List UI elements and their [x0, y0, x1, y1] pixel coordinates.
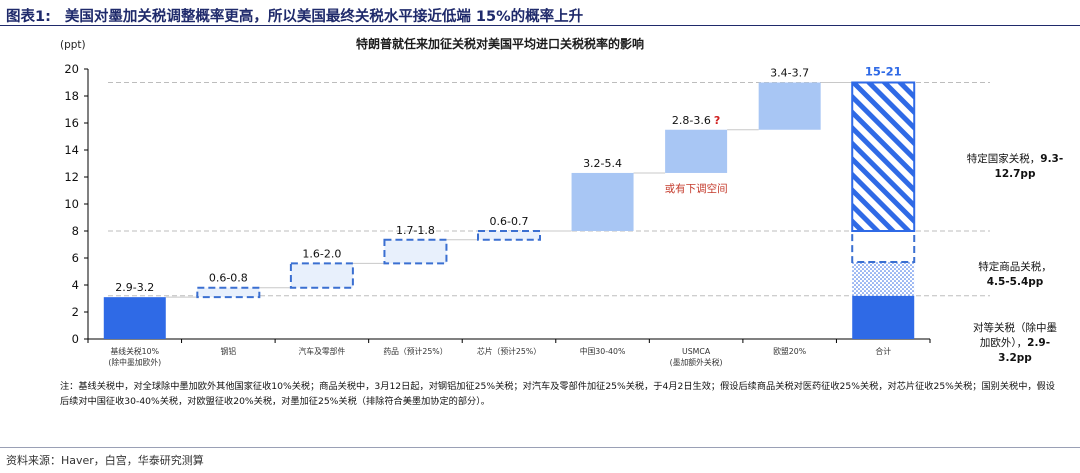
axes-layer: 0 2 4 6 8 10 12 14 16 18 20	[64, 62, 990, 346]
source-rule	[0, 447, 1080, 448]
total-bar-segment	[852, 295, 915, 339]
bar-value-label: 0.6-0.7	[490, 215, 529, 228]
chart-title: 特朗普就任来加征关税对美国平均进口关税税率的影响	[356, 36, 644, 51]
x-tick-label: 芯片（预计25%）	[477, 346, 541, 356]
bars-layer	[103, 81, 916, 339]
total-bar-segment	[851, 230, 916, 264]
x-tick-label: 欧盟20%	[773, 346, 806, 356]
usmca-note: 或有下调空间	[665, 182, 728, 195]
x-tick-label: 中国30-40%	[580, 346, 626, 356]
waterfall-chart: 0 2 4 6 8 10 12 14 16 18 20 特朗普就任来加征关税对美国平均进口关税税率的…	[60, 36, 1063, 367]
x-tick-label: 合计	[875, 346, 891, 356]
x-tick-label: USMCA	[682, 347, 711, 356]
y-tick-label: 8	[72, 224, 79, 238]
bar-value-label: 3.4-3.7	[770, 67, 809, 80]
annotation-reciprocal-tariff: 3.2pp	[998, 352, 1032, 364]
waterfall-bar	[289, 262, 354, 289]
y-tick-label: 6	[72, 251, 79, 265]
waterfall-bar	[477, 230, 541, 241]
y-tick-label: 12	[64, 170, 79, 184]
bar-value-label: 2.8-3.6?	[672, 114, 720, 127]
waterfall-bar	[758, 82, 821, 130]
x-tick-label: 汽车及零部件	[298, 346, 345, 356]
waterfall-bar	[196, 286, 261, 299]
bar-value-label: 3.2-5.4	[583, 157, 622, 170]
waterfall-bar	[383, 238, 448, 265]
annotation-reciprocal-tariff: 加欧外），2.9-	[980, 337, 1050, 349]
bar-value-label: 1.6-2.0	[302, 247, 341, 260]
bar-value-label: 2.9-3.2	[115, 281, 154, 294]
figure-number: 图表1:	[6, 9, 51, 25]
annotation-country-tariff: 12.7pp	[995, 168, 1036, 180]
chart-container: 0 2 4 6 8 10 12 14 16 18 20 特朗普就任来加征关税对美国平均进口关税税率的…	[0, 26, 1080, 380]
x-tick-label: (墨加额外关税)	[670, 357, 723, 367]
labels-layer: 特朗普就任来加征关税对美国平均进口关税税率的影响 (ppt) 基线关税10%(除中墨…	[60, 36, 1063, 367]
annotation-goods-tariff: 4.5-5.4pp	[987, 276, 1044, 288]
figure-title: 图表1: 美国对墨加关税调整概率更高，所以美国最终关税水平接近低端 15%的概率上…	[6, 5, 583, 26]
annotation-reciprocal-tariff: 对等关税（除中墨	[973, 321, 1057, 334]
y-tick-label: 20	[64, 62, 79, 76]
figure-title-text: 美国对墨加关税调整概率更高，所以美国最终关税水平接近低端 15%的概率上升	[64, 9, 584, 25]
y-tick-label: 10	[64, 197, 79, 211]
total-bar-segment	[852, 262, 915, 296]
y-tick-label: 14	[64, 143, 79, 157]
y-tick-label: 18	[64, 89, 79, 103]
bar-value-label: 0.6-0.8	[209, 272, 248, 285]
waterfall-bar	[665, 129, 728, 173]
waterfall-bar	[571, 172, 634, 231]
annotation-goods-tariff: 特定商品关税，	[978, 260, 1052, 273]
total-value-label: 15-21	[865, 65, 902, 79]
annotation-country-tariff: 特定国家关税，9.3-	[967, 152, 1063, 165]
footnote: 注：基线关税中，对全球除中墨加欧外其他国家征收10%关税；商品关税中，3月12日…	[60, 381, 1055, 407]
title-rule	[0, 25, 1080, 26]
y-tick-label: 0	[72, 332, 79, 346]
y-tick-label: 4	[72, 278, 79, 292]
y-tick-label: 2	[72, 305, 79, 319]
y-axis-label: (ppt)	[60, 39, 86, 51]
x-tick-label: 钢铝	[221, 346, 237, 356]
bar-value-label: 1.7-1.8	[396, 224, 435, 237]
x-tick-label: (除中墨加欧外)	[108, 357, 161, 367]
x-tick-label: 基线关税10%	[111, 346, 160, 356]
total-bar-segment	[851, 81, 916, 232]
waterfall-bar	[103, 297, 166, 339]
x-tick-label: 药品（预计25%）	[383, 346, 447, 356]
source-text: 资料来源：Haver，白宫，华泰研究测算	[6, 454, 204, 467]
y-tick-label: 16	[64, 116, 79, 130]
